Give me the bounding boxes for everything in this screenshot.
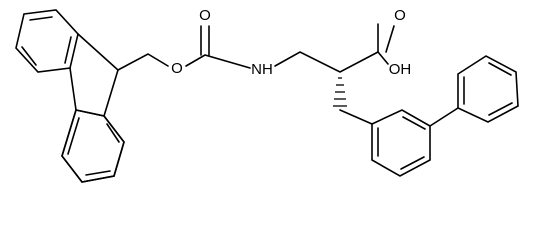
atom-label: O <box>171 60 183 77</box>
bonds <box>15 9 519 183</box>
atom-label: O <box>394 7 406 24</box>
structure: O O NH O OH <box>15 7 519 183</box>
atom-label: O <box>199 7 211 24</box>
atom-label: OH <box>389 61 412 78</box>
atom-label: NH <box>251 61 273 78</box>
